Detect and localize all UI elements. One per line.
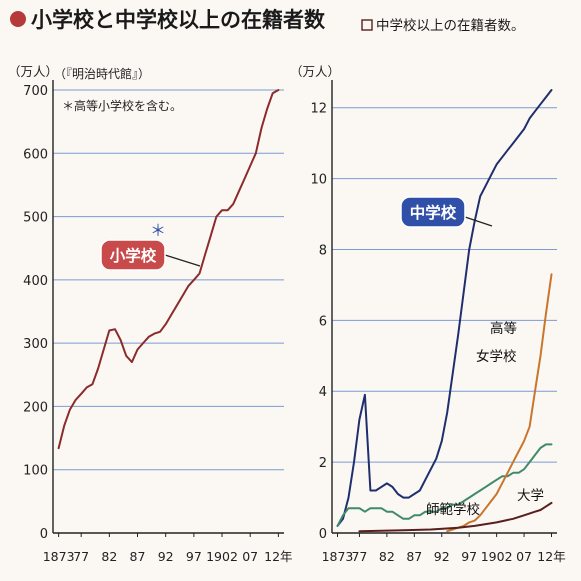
right-y-tick-label: 8: [319, 243, 327, 258]
right-y-tick-label: 10: [310, 173, 327, 188]
right-y-tick-label: 6: [319, 314, 327, 329]
right-x-tick-label: 1902: [481, 549, 513, 564]
right-x-tick-label: 87: [406, 549, 422, 564]
left-y-ticks: 0 100 200 300 400 500 600 700: [23, 84, 48, 542]
left-series-line-0: [57, 89, 280, 450]
right-x-tick-label: 12年: [537, 549, 565, 564]
left-x-tick-label: 87: [130, 549, 146, 564]
right-series-label-middle-school: 中学校: [410, 203, 457, 222]
right-x-tick-label: 82: [379, 549, 395, 564]
left-asterisk-marker: ＊: [150, 221, 166, 240]
left-series-label-box: [100, 239, 166, 271]
right-series-line-2: [446, 273, 553, 533]
left-x-tick-label: 82: [101, 549, 117, 564]
right-x-tick-label: 97: [461, 549, 477, 564]
right-x-tick-label: 77: [351, 549, 367, 564]
left-series-label: 小学校: [110, 246, 157, 265]
left-grid: [52, 80, 284, 534]
left-annotation-group: ＊高等小学校を含む。 ＊: [62, 98, 182, 240]
title-bullet: [10, 11, 26, 27]
right-y-ticks: 0 2 4 6 8 10 12: [310, 102, 327, 542]
right-y-tick-label: 2: [319, 456, 327, 471]
right-x-tick-label: 1873: [322, 549, 354, 564]
left-x-tick-label: 1873: [43, 549, 75, 564]
right-series-line-0: [336, 89, 553, 527]
left-y-unit: （万人）: [8, 64, 58, 79]
right-series-label-box: [400, 196, 466, 228]
left-source-note: （『明治時代館』）: [54, 66, 150, 81]
right-series-label-normal-school: 師範学校: [426, 501, 480, 518]
left-y-tick-label: 600: [23, 147, 48, 162]
left-x-tick-label: 97: [186, 549, 202, 564]
left-y-tick-label: 700: [23, 84, 48, 99]
left-chart: （万人） （『明治時代館』） ＊高等小学校を含む。 ＊ 0 100 200 300 400…: [8, 64, 293, 564]
right-y-unit: （万人）: [290, 64, 340, 79]
left-y-tick-label: 500: [23, 211, 48, 226]
right-x-tick-label: 07: [516, 549, 532, 564]
right-series: [336, 89, 553, 533]
right-y-tick-label: 12: [310, 102, 327, 117]
left-y-tick-label: 200: [23, 400, 48, 415]
right-series-label-university: 大学: [517, 488, 544, 504]
left-series: [57, 89, 280, 450]
left-label-leader: [164, 254, 201, 267]
left-y-tick-label: 400: [23, 274, 48, 289]
left-annotation: ＊高等小学校を含む。: [62, 98, 182, 113]
right-label-leader: [461, 215, 493, 227]
chart-title-left: 小学校と中学校以上の在籍者数: [31, 8, 326, 32]
left-x-tick-label: 1902: [206, 549, 238, 564]
right-series-label-girls-high-1: 高等: [490, 320, 517, 337]
left-y-tick-label: 300: [23, 337, 48, 352]
left-y-tick-label: 100: [23, 464, 48, 479]
chart-title-right: 中学校以上の在籍者数。: [376, 17, 525, 34]
right-grid: [331, 80, 557, 534]
left-x-tick-label: 77: [73, 549, 89, 564]
right-y-tick-label: 0: [319, 527, 327, 542]
right-series-line-1: [336, 443, 553, 527]
left-x-tick-label: 07: [242, 549, 258, 564]
left-series-labels: 小学校: [100, 239, 201, 271]
left-y-tick-label: 0: [40, 527, 48, 542]
right-series-label-girls-high-2: 女学校: [476, 348, 517, 365]
right-y-tick-label: 4: [319, 385, 327, 400]
right-x-tick-label: 92: [434, 549, 450, 564]
title-right-marker: [361, 19, 373, 31]
left-x-tick-label: 92: [158, 549, 174, 564]
right-series-line-3: [358, 501, 553, 533]
left-x-tick-label: 12年: [264, 549, 292, 564]
